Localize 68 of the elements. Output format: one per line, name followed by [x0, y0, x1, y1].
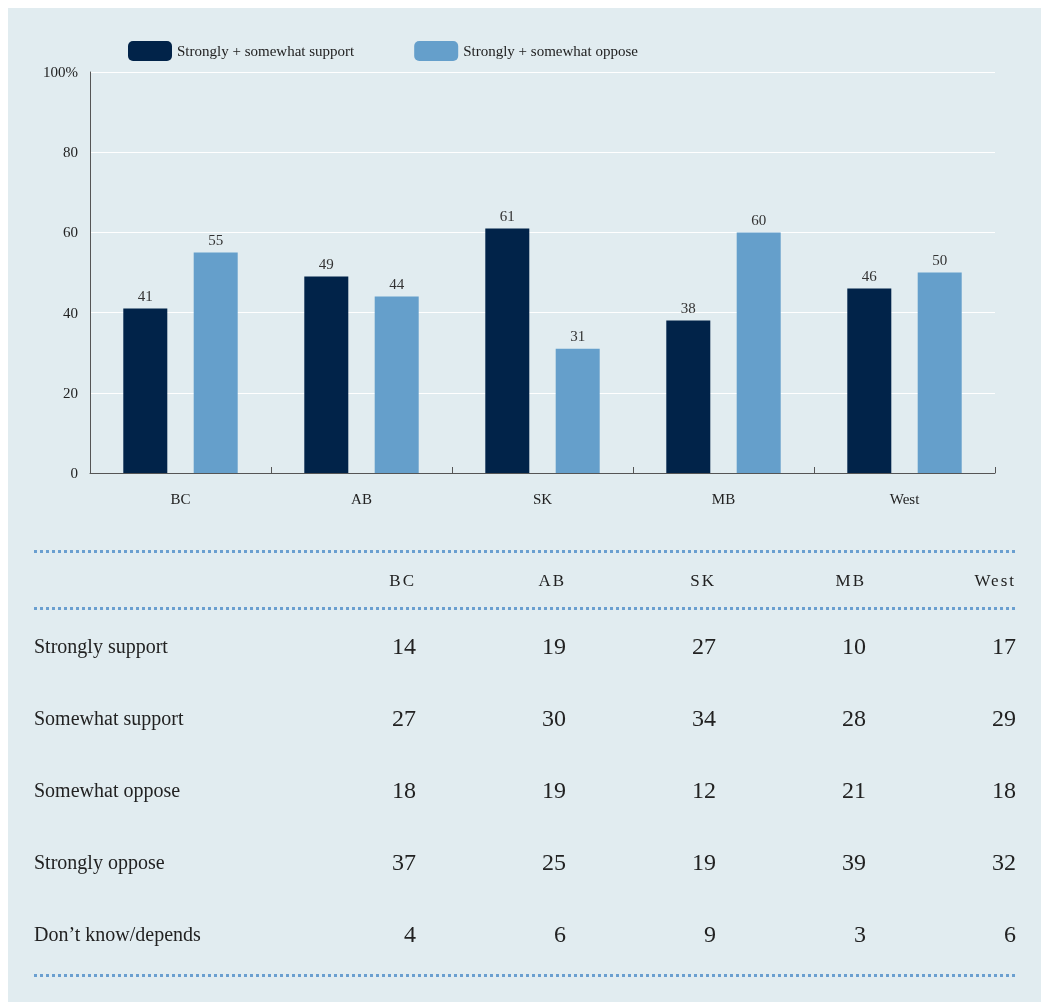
- data-label: 10: [841, 632, 866, 660]
- data-label: 18: [391, 776, 416, 804]
- bar: [123, 308, 168, 473]
- data-label: 49: [318, 256, 334, 273]
- x-tick-label: BC: [170, 490, 191, 507]
- data-label: 14: [391, 632, 416, 660]
- data-label: 61: [499, 207, 515, 224]
- bar: [374, 296, 419, 473]
- text: Somewhat support: [34, 706, 185, 730]
- data-label: 39: [841, 848, 866, 876]
- bar: [555, 348, 600, 473]
- data-label: 19: [541, 776, 566, 804]
- data-label: 4: [403, 920, 416, 948]
- data-label: 31: [570, 328, 586, 345]
- y-tick-label: 60: [63, 224, 78, 241]
- x-tick-label: MB: [711, 490, 736, 507]
- data-label: 3: [853, 920, 866, 948]
- data-label: 37: [391, 848, 416, 876]
- data-label: 34: [691, 704, 716, 732]
- bar: [666, 320, 711, 473]
- data-label: 27: [691, 632, 716, 660]
- y-tick-label: 80: [63, 144, 78, 161]
- data-label: 55: [208, 231, 224, 248]
- data-label: 41: [137, 288, 153, 305]
- text: Strongly support: [34, 634, 169, 658]
- text: Don’t know/depends: [34, 922, 202, 946]
- data-label: 17: [991, 632, 1016, 660]
- category-label: SK: [689, 571, 716, 591]
- data-label: 19: [691, 848, 716, 876]
- data-label: 28: [841, 704, 866, 732]
- data-label: 32: [991, 848, 1016, 876]
- y-tick-label: 0: [70, 465, 78, 481]
- y-tick-label: 40: [63, 304, 78, 321]
- bar: [917, 272, 962, 473]
- bar: [193, 252, 238, 473]
- data-label: 18: [991, 776, 1016, 804]
- data-label: 6: [1003, 920, 1016, 948]
- data-label: 12: [691, 776, 716, 804]
- bar: [847, 288, 892, 473]
- data-label: 46: [861, 268, 878, 285]
- data-label: 60: [751, 211, 767, 228]
- bar: [304, 276, 349, 473]
- data-label: 27: [391, 704, 416, 732]
- bar: [485, 228, 530, 473]
- data-label: 29: [991, 704, 1016, 732]
- data-label: 21: [841, 776, 866, 804]
- x-tick-label: SK: [532, 490, 553, 507]
- data-label: 38: [680, 300, 696, 317]
- y-tick-label: 100%: [43, 64, 78, 80]
- category-label: AB: [537, 571, 566, 591]
- x-tick-label: AB: [351, 490, 372, 507]
- category-label: BC: [388, 571, 416, 591]
- legend-label: Strongly + somewhat support: [177, 43, 356, 59]
- data-label: 6: [553, 920, 566, 948]
- data-label: 25: [541, 848, 566, 876]
- text: Somewhat oppose: [34, 778, 182, 802]
- legend-label: Strongly + somewhat oppose: [463, 43, 639, 59]
- text: Strongly oppose: [34, 850, 166, 874]
- data-label: 44: [389, 276, 405, 293]
- data-label: 9: [703, 920, 716, 948]
- x-tick-label: West: [889, 490, 921, 507]
- bar: [736, 232, 781, 473]
- data-label: 50: [932, 252, 948, 268]
- category-label: West: [973, 571, 1016, 591]
- category-label: MB: [834, 571, 866, 591]
- data-label: 19: [541, 632, 566, 660]
- y-tick-label: 20: [63, 384, 78, 401]
- data-label: 30: [541, 704, 566, 732]
